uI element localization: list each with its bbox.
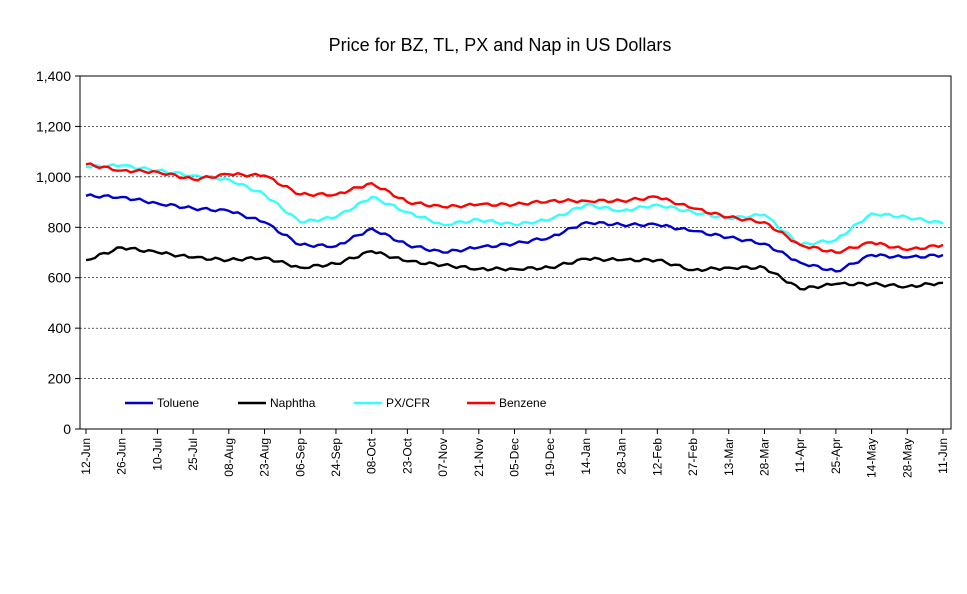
x-tick-label: 07-Nov [436, 438, 450, 477]
x-tick-label: 06-Sep [293, 438, 307, 477]
y-tick-label: 200 [48, 371, 72, 387]
x-tick-label: 11-Jun [936, 438, 950, 474]
y-tick-label: 600 [48, 270, 72, 286]
x-tick-label: 19-Dec [543, 438, 557, 477]
chart-title: Price for BZ, TL, PX and Nap in US Dolla… [329, 35, 672, 55]
y-tick-label: 1,400 [36, 68, 71, 84]
x-tick-label: 28-Jan [615, 438, 629, 475]
x-tick-label: 10-Jul [150, 438, 164, 471]
x-tick-label: 08-Oct [365, 437, 379, 474]
x-tick-label: 23-Oct [400, 437, 414, 474]
series-lines [85, 162, 944, 291]
x-tick-label: 08-Aug [222, 438, 236, 477]
x-axis: 12-Jun 26-Jun 10-Jul 25-Jul 08-Aug 23-Aug 06-S… [79, 429, 950, 478]
y-axis: 0 200 400 600 800 1,000 1,200 1,400 [36, 68, 80, 437]
series-line-toluene [85, 193, 944, 273]
legend-label: PX/CFR [386, 396, 430, 410]
y-tick-label: 0 [63, 421, 71, 437]
x-tick-label: 14-May [865, 438, 879, 478]
x-tick-label: 27-Feb [686, 438, 700, 476]
x-tick-label: 05-Dec [508, 438, 522, 477]
x-tick-label: 23-Aug [258, 438, 272, 477]
legend: Toluene Naphtha PX/CFR Benzene [125, 396, 547, 410]
x-tick-label: 14-Jan [579, 438, 593, 475]
y-tick-label: 1,000 [36, 169, 71, 185]
x-tick-label: 12-Feb [650, 438, 664, 476]
gridlines [80, 126, 951, 379]
x-tick-label: 26-Jun [115, 438, 129, 475]
plot-area-frame [79, 75, 952, 430]
x-tick-label: 25-Jul [186, 438, 200, 471]
x-tick-label: 25-Apr [829, 438, 843, 474]
x-tick-label: 12-Jun [79, 438, 93, 475]
legend-label: Toluene [157, 396, 199, 410]
x-tick-label: 13-Mar [722, 438, 736, 476]
x-tick-label: 24-Sep [329, 438, 343, 477]
y-tick-label: 800 [48, 219, 72, 235]
x-tick-label: 11-Apr [793, 438, 807, 473]
series-line-benzene [85, 162, 944, 254]
legend-label: Benzene [499, 396, 547, 410]
x-tick-label: 21-Nov [472, 438, 486, 477]
legend-label: Naphtha [270, 396, 316, 410]
x-tick-label: 28-May [900, 438, 914, 478]
x-tick-label: 28-Mar [757, 438, 771, 476]
y-tick-label: 400 [48, 320, 72, 336]
series-line-naphtha [85, 246, 944, 291]
y-tick-label: 1,200 [36, 118, 71, 134]
